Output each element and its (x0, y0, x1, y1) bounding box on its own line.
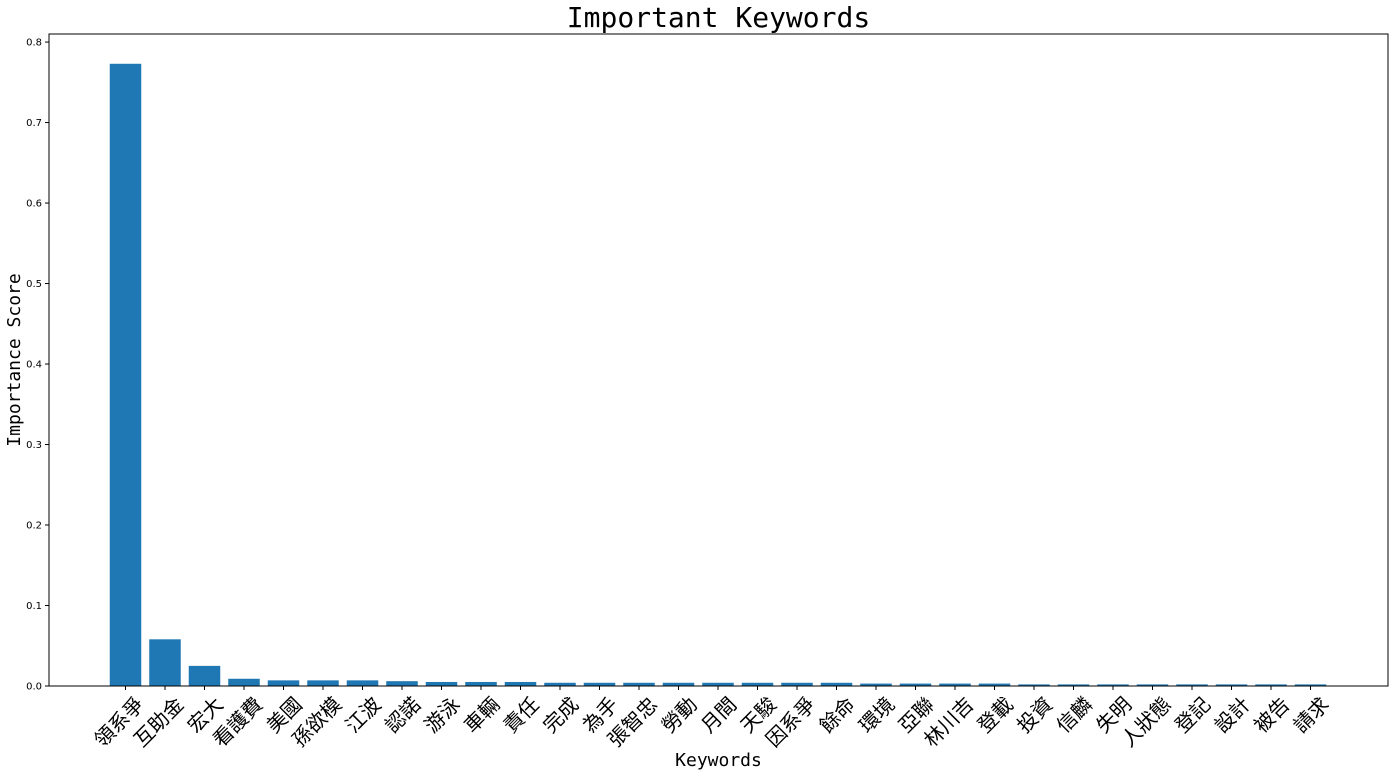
bar-8 (386, 681, 418, 686)
bar-9 (425, 681, 458, 686)
x-axis-title: Keywords (675, 750, 762, 771)
x-tick-label: 投資 (1012, 692, 1057, 737)
y-tick-label: 0.4 (26, 360, 42, 371)
y-tick-label: 0.8 (26, 38, 42, 49)
bar-18 (781, 682, 813, 686)
y-tick-label: 0.7 (26, 118, 42, 129)
y-tick-label: 0.1 (26, 601, 42, 612)
bar-30 (1255, 684, 1287, 686)
bar-2 (149, 639, 181, 686)
bar-28 (1176, 684, 1208, 686)
x-tick-label: 游泳 (420, 692, 465, 737)
bar-20 (860, 683, 892, 686)
bar-22 (939, 683, 971, 686)
bar-16 (702, 682, 734, 686)
y-tick-label: 0.3 (26, 440, 42, 451)
bar-26 (1097, 684, 1129, 686)
chart-title: Important Keywords (567, 1, 870, 34)
x-tick-label: 登記 (1170, 692, 1215, 737)
y-axis-ticks: 0.0 0.1 0.2 0.3 0.4 0.5 0.6 0.7 0.8 (26, 38, 49, 693)
bar-31 (1294, 684, 1327, 686)
x-tick-label: 認諾 (380, 692, 425, 737)
x-tick-label: 車輛 (459, 692, 504, 737)
x-tick-label: 責任 (499, 692, 544, 737)
x-tick-label: 設計 (1210, 692, 1255, 737)
bar-3 (188, 665, 221, 686)
bar-27 (1136, 684, 1169, 686)
x-tick-label: 月間 (696, 692, 741, 737)
bar-6 (307, 680, 339, 686)
bar-25 (1057, 684, 1090, 686)
bar-14 (623, 682, 655, 686)
x-tick-label: 被告 (1249, 692, 1294, 737)
y-tick-label: 0.5 (26, 279, 42, 290)
x-axis-ticks: 領系爭互助金宏大看護費美國孫欲模江波認諾游泳車輛責任完成為手張智忠勞動月間天駿因… (89, 686, 1334, 752)
bar-21 (899, 683, 932, 686)
x-tick-label: 登載 (973, 692, 1018, 737)
bars-group (109, 63, 1327, 686)
bar-13 (583, 682, 616, 686)
bar-12 (544, 682, 576, 686)
x-tick-label: 江波 (341, 692, 386, 737)
x-tick-label: 勞動 (657, 692, 702, 737)
bar-24 (1018, 684, 1050, 686)
bar-5 (267, 680, 300, 686)
bar-15 (662, 682, 695, 686)
bar-7 (346, 680, 379, 686)
bar-4 (228, 678, 260, 686)
bar-29 (1215, 684, 1248, 686)
x-tick-label: 信麟 (1052, 692, 1097, 737)
x-tick-label: 請求 (1289, 692, 1334, 737)
y-tick-label: 0.6 (26, 199, 42, 210)
bar-10 (465, 681, 497, 686)
bar-17 (741, 682, 774, 686)
bar-11 (504, 681, 537, 686)
x-tick-label: 完成 (538, 692, 583, 737)
bar-19 (820, 682, 853, 686)
x-tick-label: 餘命 (815, 692, 860, 737)
x-tick-label: 環境 (854, 692, 899, 737)
bar-1 (109, 63, 142, 686)
bar-23 (978, 683, 1011, 686)
plot-frame (48, 33, 1389, 687)
y-tick-label: 0.2 (26, 521, 42, 532)
y-tick-label: 0.0 (26, 682, 42, 693)
y-axis-title: Importance Score (4, 273, 25, 446)
